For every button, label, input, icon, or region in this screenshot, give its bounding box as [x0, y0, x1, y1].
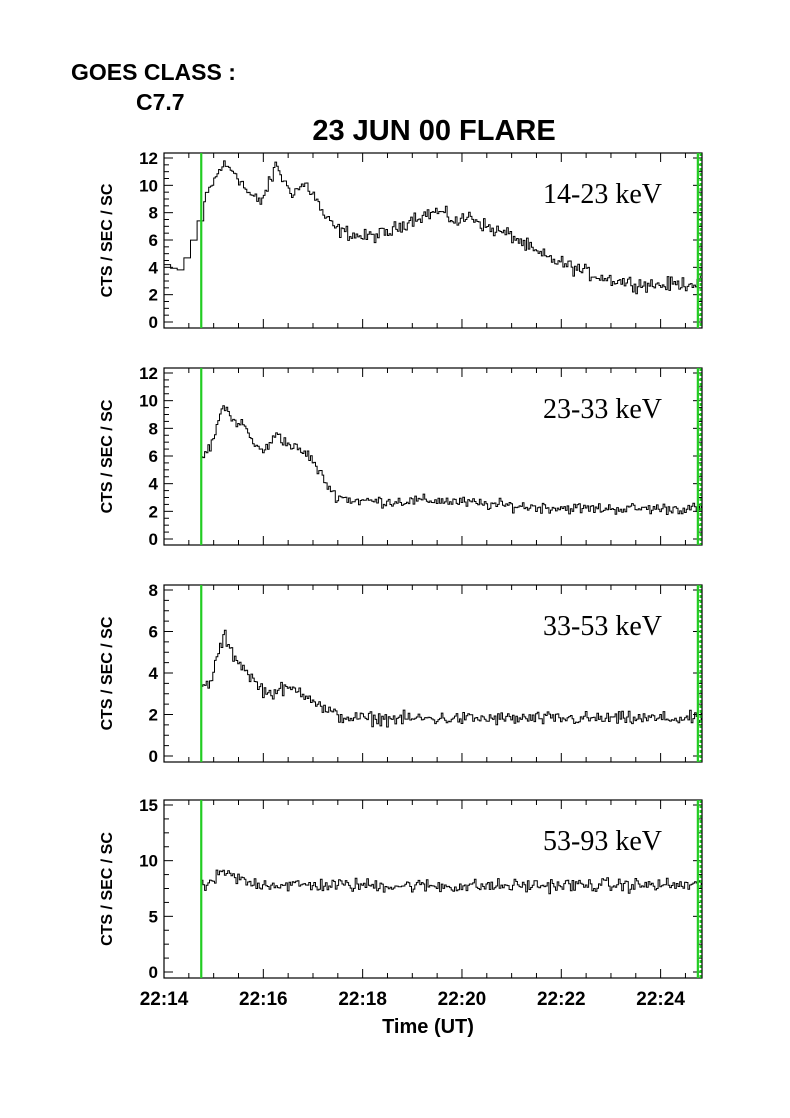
y-tick-label: 5 [149, 907, 158, 926]
y-tick-label: 2 [149, 502, 158, 521]
energy-band-label: 14-23 keV [543, 179, 662, 210]
energy-band-label: 33-53 keV [543, 611, 662, 642]
y-tick-label: 2 [149, 706, 158, 725]
y-tick-label: 4 [149, 664, 159, 683]
y-tick-label: 4 [149, 475, 159, 494]
panel-2: 0 2 4 6 8 10 12 CTS / SEC / SC 23-33 keV [99, 364, 703, 549]
goes-class-label: GOES CLASS : [71, 59, 236, 85]
y-tick-label: 8 [149, 419, 158, 438]
y-tick-label: 8 [149, 581, 158, 600]
x-tick-label: 22:18 [338, 989, 387, 1010]
x-axis-label: Time (UT) [382, 1016, 474, 1038]
y-tick-label: 6 [149, 623, 158, 642]
y-tick-label: 15 [139, 796, 158, 815]
y-tick-label: 10 [139, 176, 158, 195]
y-axis-label: CTS / SEC / SC [99, 183, 116, 297]
energy-band-label: 53-93 keV [543, 826, 662, 857]
panels-group: 0 2 4 6 8 10 12 CTS / SEC / SC 14-23 keV 0 2 4 6 8 10 1… [99, 149, 703, 1038]
y-tick-label: 0 [149, 963, 158, 982]
y-axis-label: CTS / SEC / SC [99, 616, 116, 730]
panel-4: 0 5 10 15 CTS / SEC / SC 53-93 keV 22:14 22:16 2… [99, 796, 703, 1038]
y-tick-label: 12 [139, 149, 158, 168]
x-tick-label: 22:16 [239, 989, 288, 1010]
x-tick-label: 22:22 [537, 989, 586, 1010]
y-tick-label: 4 [149, 258, 159, 277]
panel-3: 0 2 4 6 8 CTS / SEC / SC 33-53 keV [99, 581, 703, 766]
count-rate-trace [201, 869, 702, 895]
goes-class-value: C7.7 [136, 89, 185, 115]
y-tick-label: 0 [149, 313, 158, 332]
y-axis-label: CTS / SEC / SC [99, 832, 116, 946]
count-rate-trace [164, 160, 703, 295]
count-rate-trace [201, 629, 702, 728]
y-axis-label: CTS / SEC / SC [99, 399, 116, 513]
count-rate-trace [201, 405, 702, 515]
energy-band-label: 23-33 keV [543, 394, 662, 425]
chart-title: 23 JUN 00 FLARE [312, 115, 555, 147]
y-tick-label: 0 [149, 747, 158, 766]
y-tick-label: 6 [149, 231, 158, 250]
x-tick-label: 22:14 [140, 989, 189, 1010]
y-tick-label: 12 [139, 364, 158, 383]
y-tick-label: 10 [139, 852, 158, 871]
y-tick-label: 10 [139, 392, 158, 411]
y-tick-label: 6 [149, 447, 158, 466]
x-tick-label: 22:20 [438, 989, 487, 1010]
y-tick-label: 2 [149, 286, 158, 305]
panel-1: 0 2 4 6 8 10 12 CTS / SEC / SC 14-23 keV [99, 149, 703, 332]
y-tick-label: 8 [149, 204, 158, 223]
x-tick-label: 22:24 [636, 989, 685, 1010]
y-tick-label: 0 [149, 530, 158, 549]
